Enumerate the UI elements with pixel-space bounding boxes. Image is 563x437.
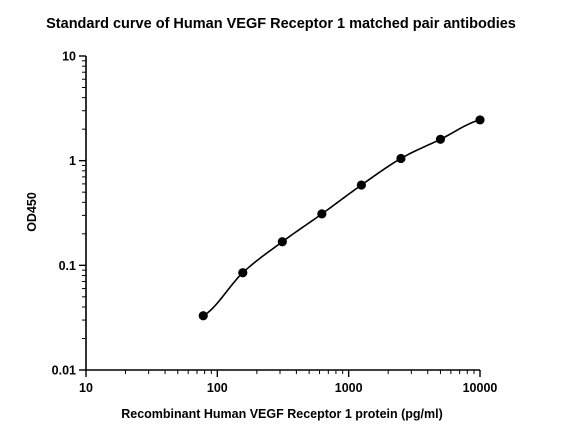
y-tick-label: 1 [69,154,76,168]
data-point [475,115,485,125]
y-axis-label: OD450 [25,192,39,232]
data-point [238,268,248,278]
x-axis-ticks: 10 100 1000 10000 [79,370,497,395]
data-points [198,115,485,321]
y-tick-label: 10 [62,50,76,64]
y-tick-label: 0.1 [59,259,76,273]
x-tick-label: 100 [207,381,228,395]
data-point [317,209,327,219]
x-tick-label: 1000 [335,381,363,395]
chart-title: Standard curve of Human VEGF Receptor 1 … [46,16,516,32]
data-point [356,180,366,190]
x-tick-label: 10000 [463,381,498,395]
y-axis-ticks: 0.01 0.1 1 10 [52,50,86,378]
x-tick-label: 10 [79,381,93,395]
data-point [277,237,287,247]
y-tick-label: 0.01 [52,364,76,378]
x-axis-label: Recombinant Human VEGF Receptor 1 protei… [121,407,443,421]
data-point [435,134,446,144]
data-point [396,153,406,164]
axes [85,56,480,371]
fit-curve [202,119,481,317]
data-point [198,311,208,321]
